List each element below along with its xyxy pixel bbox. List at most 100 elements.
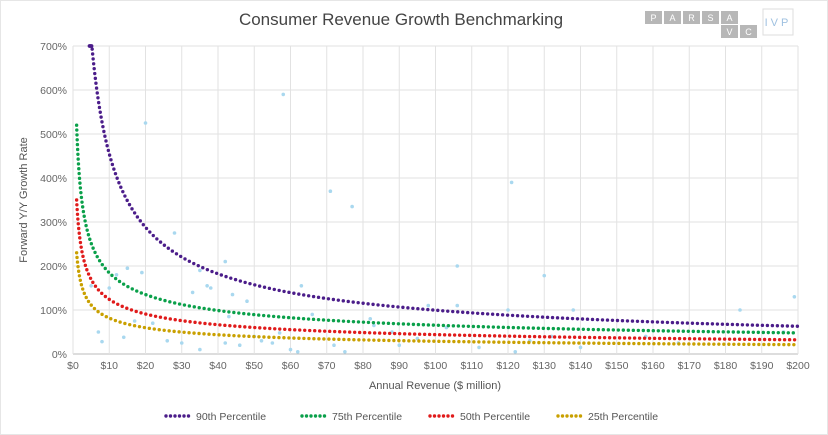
curve-dot [93,250,97,255]
curve-dot [183,257,187,261]
scatter-point [571,308,576,312]
curve-dot [227,333,231,338]
curve-dot [701,329,706,334]
y-tick-label: 300% [40,217,67,229]
curve-dot [341,299,345,303]
curve-dot [357,338,361,342]
curve-dot [346,319,351,324]
curve-dot [722,337,727,341]
curve-dot [537,334,542,339]
curve-dot [770,323,775,328]
curve-dot [456,324,461,328]
curve-dot [591,327,596,332]
curve-dot [527,340,531,345]
curve-dot [745,323,750,327]
scatter-point [738,308,742,312]
curve-dot [496,325,501,329]
curve-dot [387,338,391,343]
curve-dot [197,331,201,336]
curve-dot [707,342,711,346]
curve-dot [641,328,646,333]
curve-dot [606,328,611,332]
curve-dot [757,342,761,347]
curve-dot [85,268,89,272]
curve-dot [676,329,681,333]
curve-dot [431,323,436,327]
curve-dot [482,340,486,344]
curve-dot [616,328,621,332]
curve-dot [281,315,286,319]
curve-dot [457,333,462,337]
curve-dot [466,324,471,328]
curve-dot [726,330,731,334]
curve-dot [80,250,84,254]
curve-dot [317,337,321,341]
curve-dot [470,311,475,315]
curve-dot [342,337,346,342]
logo-tile [721,11,738,24]
curve-dot [104,315,109,319]
curve-dot [437,339,441,344]
x-tick-label: $20 [137,360,155,372]
curve-dot [78,278,83,282]
curve-dot [560,316,565,320]
curve-dot [422,339,426,343]
curve-dot [361,301,365,305]
curve-dot [331,318,336,323]
curve-dot [138,219,142,223]
curve-dot [214,271,219,276]
curve-dot [381,321,386,325]
curve-dot [597,335,602,340]
scatter-point [96,330,101,334]
curve-dot [78,181,82,185]
curve-dot [712,337,717,341]
curve-dot [222,333,226,337]
curve-dot [417,339,421,343]
curve-dot [477,340,481,344]
curve-dot [640,319,645,324]
curve-dot [402,339,406,343]
scatter-point [245,299,249,304]
curve-dot [662,336,667,341]
curve-dot [258,326,262,330]
curve-dot [103,294,108,299]
curve-dot [76,162,81,166]
curve-dot [228,324,232,328]
curve-dot [691,329,696,334]
curve-dot [307,336,311,341]
curve-dot [212,332,216,337]
curve-dot [672,342,676,346]
curve-dot [577,335,582,340]
curve-dot [77,226,81,231]
curve-dot [416,322,421,327]
curve-dot [177,302,182,306]
curve-dot [148,294,153,299]
curve-dot [637,336,642,340]
curve-dot [135,215,140,219]
curve-dot [93,284,98,288]
curve-dot [611,328,616,332]
curve-dot [77,167,81,171]
curve-dot [94,81,98,85]
curve-dot [306,294,311,298]
curve-dot [96,100,101,105]
curve-dot [83,263,88,268]
scatter-point [288,347,293,352]
curve-dot [82,259,86,263]
x-axis-ticks: $0 $10 $20 $30 $40 $50 $60 $70 $80 $90 $100 $110 $12… [67,360,810,372]
curve-dot [321,296,326,300]
curve-dot [371,320,376,325]
curve-dot [692,337,697,341]
curve-dot [422,332,427,337]
curve-dot [561,327,566,331]
curve-dot [520,314,525,318]
curve-dot [751,330,756,335]
x-tick-label: $30 [173,360,191,372]
curve-dot [700,321,705,326]
scatter-point [368,317,373,321]
curve-dot [531,326,536,330]
curve-dot [677,342,681,346]
curve-dot [97,259,102,263]
scatter-point [89,284,93,288]
curve-dot [582,335,587,340]
